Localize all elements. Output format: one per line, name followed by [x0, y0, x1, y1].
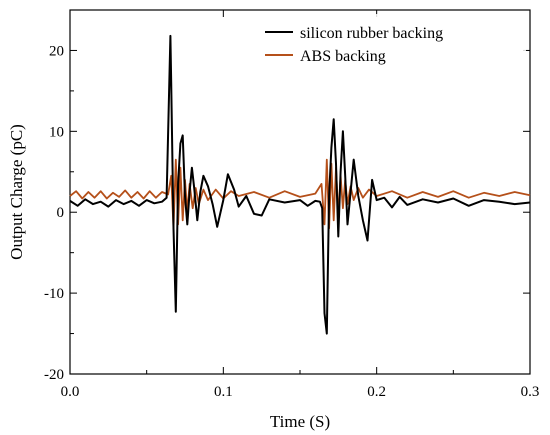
x-tick-label: 0.0	[61, 384, 80, 400]
legend-label-silicon: silicon rubber backing	[300, 25, 443, 42]
legend: silicon rubber backing ABS backing	[258, 14, 526, 72]
series-layer	[69, 34, 531, 335]
legend-label-abs: ABS backing	[300, 48, 386, 65]
x-tick-label: 0.3	[521, 384, 540, 400]
y-axis-ticks: -20 -10 0 10 20	[44, 9, 530, 383]
x-axis-title: Time (S)	[270, 412, 330, 431]
legend-box	[258, 14, 526, 72]
series-line-silicon-rubber	[69, 34, 531, 335]
x-tick-label: 0.1	[214, 384, 233, 400]
y-tick-label: -20	[44, 367, 64, 383]
y-tick-label: 0	[57, 205, 65, 221]
y-axis-title: Output Charge (pC)	[7, 124, 26, 260]
series-line-abs	[69, 158, 531, 230]
x-axis-ticks: 0.0 0.1 0.2 0.3	[61, 10, 540, 400]
y-tick-label: 10	[49, 124, 64, 140]
x-tick-label: 0.2	[367, 384, 386, 400]
y-tick-label: -10	[44, 286, 64, 302]
y-tick-label: 20	[49, 43, 64, 59]
